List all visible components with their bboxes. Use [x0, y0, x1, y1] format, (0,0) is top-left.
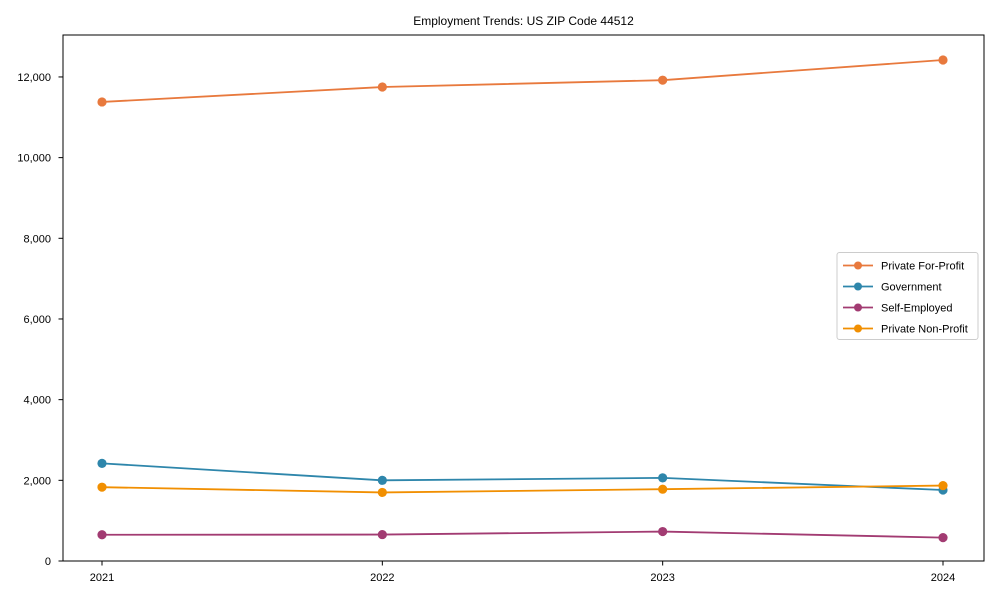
data-point-self-employed-2023 — [658, 526, 668, 537]
y-tick-label: 0 — [45, 556, 51, 568]
legend-item-label-private-non-profit: Private Non-Profit — [881, 324, 968, 336]
data-point-self-employed-2024 — [938, 533, 948, 543]
data-point-private-for-profit-2021 — [97, 97, 107, 107]
data-point-government-2021 — [97, 458, 107, 468]
data-point-private-for-profit-2023 — [658, 75, 668, 85]
legend-box — [836, 252, 979, 340]
data-point-government-2023 — [658, 473, 668, 483]
data-point-private-non-profit-2024 — [938, 480, 948, 491]
y-tick-label: 6,000 — [23, 314, 51, 326]
y-tick-label: 8,000 — [23, 233, 51, 245]
y-tick-label: 2,000 — [23, 475, 51, 487]
data-point-government-2022 — [377, 475, 387, 485]
legend-marker-dot-self-employed — [854, 303, 862, 312]
data-point-private-non-profit-2021 — [97, 482, 107, 492]
series-line-private-for-profit — [101, 59, 944, 103]
series-line-government — [101, 462, 944, 491]
data-point-self-employed-2022 — [377, 529, 387, 540]
data-point-self-employed-2021 — [97, 530, 107, 540]
series-line-private-non-profit — [101, 484, 944, 494]
data-point-private-for-profit-2024 — [938, 55, 948, 65]
y-tick-label: 4,000 — [23, 395, 51, 407]
legend-marker-dot-private-for-profit — [854, 261, 862, 270]
x-tick-label: 2022 — [370, 572, 394, 584]
data-point-private-non-profit-2022 — [377, 487, 387, 498]
legend-item-label-private-for-profit: Private For-Profit — [881, 261, 964, 273]
x-tick-label: 2024 — [931, 572, 955, 584]
legend-item-label-government: Government — [881, 282, 942, 294]
y-tick-label: 12,000 — [17, 72, 51, 84]
legend-marker-dot-private-non-profit — [854, 324, 862, 333]
legend-marker-dot-government — [854, 282, 862, 291]
plot-border — [62, 34, 985, 562]
data-point-private-non-profit-2023 — [658, 484, 668, 494]
chart-title: Employment Trends: US ZIP Code 44512 — [413, 14, 634, 28]
y-tick-label: 10,000 — [17, 153, 51, 165]
x-tick-label: 2023 — [650, 572, 674, 584]
data-point-private-for-profit-2022 — [377, 82, 387, 92]
series-line-self-employed — [101, 530, 944, 539]
legend-item-label-self-employed: Self-Employed — [881, 303, 953, 315]
x-tick-label: 2021 — [90, 572, 114, 584]
